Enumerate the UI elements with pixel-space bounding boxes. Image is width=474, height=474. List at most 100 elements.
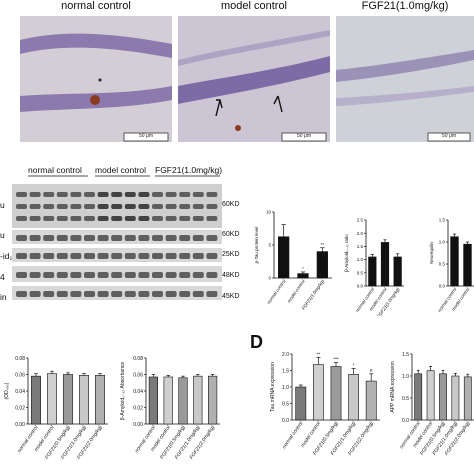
histology-image <box>178 16 330 142</box>
blot-band <box>70 272 82 278</box>
y-tick-label: 2.0 <box>282 352 289 358</box>
bar <box>208 375 218 425</box>
blot-band <box>29 204 41 209</box>
histology-image <box>336 16 474 142</box>
blot-band <box>43 235 55 241</box>
y-tick-label: 0.0 <box>402 418 409 424</box>
wb-kd-4: 48KD <box>222 272 240 279</box>
blot-band <box>152 235 163 241</box>
wb-label-2: u <box>0 230 5 240</box>
significance-mark: ** <box>317 351 321 357</box>
blot-band <box>97 253 109 259</box>
blot-band <box>16 291 27 297</box>
blot-band <box>70 253 82 259</box>
y-tick-label: 1.0 <box>439 240 446 245</box>
bar <box>368 256 377 287</box>
blot-band <box>29 253 41 259</box>
blot-band <box>192 291 204 297</box>
bar <box>463 376 472 421</box>
western-blot-image <box>12 184 222 300</box>
blot-band <box>124 291 136 297</box>
y-axis-label: (OD₄₉₀) <box>4 382 10 399</box>
bar <box>295 386 307 421</box>
blot-band <box>97 204 109 209</box>
y-tick-label: 1.0 <box>357 257 364 262</box>
bar <box>95 375 105 425</box>
blot-band <box>124 272 136 278</box>
blot-band <box>152 291 163 297</box>
significance-mark: * <box>353 363 355 369</box>
blot-band <box>84 192 95 197</box>
blot-band <box>138 216 150 221</box>
blot-band <box>192 192 204 197</box>
blot-band <box>206 204 218 209</box>
blot-band <box>192 253 204 259</box>
chart-elisa-tau: 0.000.020.040.060.08(OD₄₉₀)normal contro… <box>4 356 108 460</box>
blot-band <box>29 272 41 278</box>
y-axis-label: β-Amyloid₁₋₄₂ ratio <box>344 234 349 272</box>
blot-band <box>16 192 27 197</box>
blot-band <box>43 216 55 221</box>
bar <box>463 243 472 287</box>
blot-band <box>192 204 204 209</box>
y-tick-label: 0.06 <box>133 372 143 378</box>
chart-ptau: 0 5 10 p-Tau protein level normal control * mo… <box>254 210 332 311</box>
blot-band <box>111 291 123 297</box>
y-tick-label: 0.0 <box>439 284 446 289</box>
y-tick-label: 0.06 <box>15 372 25 378</box>
y-tick-label: 1.5 <box>282 368 289 374</box>
significance-mark: ** <box>321 242 325 247</box>
blot-band <box>43 204 55 209</box>
blot-band <box>179 272 191 278</box>
blot-band <box>56 216 68 221</box>
blot-band <box>138 253 150 259</box>
wb-header-model: model control <box>95 165 147 175</box>
blot-band <box>111 235 123 241</box>
blot-band <box>97 235 109 241</box>
histology-title: FGF21(1.0mg/kg) <box>361 0 449 12</box>
bar <box>426 370 435 421</box>
bar <box>414 373 423 421</box>
blot-band <box>179 235 191 241</box>
bar <box>163 376 173 425</box>
bar <box>316 251 328 279</box>
blot-band <box>84 216 95 221</box>
scale-bar: 50 μm <box>442 133 456 139</box>
wb-header-fgf21: FGF21(1.0mg/kg) <box>155 165 223 175</box>
blot-band <box>179 253 191 259</box>
y-tick-label: 0.02 <box>133 405 143 411</box>
blot-band <box>29 291 41 297</box>
y-tick-label: 1.0 <box>282 385 289 391</box>
y-tick-label: 0.5 <box>282 401 289 407</box>
blot-band <box>192 272 204 278</box>
blot-band <box>43 192 55 197</box>
bar <box>365 380 377 421</box>
y-tick-label: 0.00 <box>133 422 143 428</box>
blot-band <box>192 235 204 241</box>
y-tick-label: 0.08 <box>15 356 25 362</box>
blot-band <box>124 192 136 197</box>
bar <box>63 374 73 425</box>
scale-bar: 50 μm <box>139 133 153 139</box>
bar <box>450 236 459 287</box>
wb-kd-5: 45KD <box>222 293 240 300</box>
blot-band <box>84 204 95 209</box>
blot-band <box>124 204 136 209</box>
blot-band <box>138 291 150 297</box>
blot-band <box>43 272 55 278</box>
blot-band <box>70 216 82 221</box>
wb-kd-1: 60KD <box>222 201 240 208</box>
y-tick-label: 0.0 <box>282 418 289 424</box>
bar <box>439 373 447 421</box>
blot-band <box>179 204 191 209</box>
histology-title: normal control <box>61 0 131 12</box>
blot-band <box>179 216 191 221</box>
bar <box>393 256 402 287</box>
blot-band <box>97 272 109 278</box>
blot-band <box>43 291 55 297</box>
blot-band <box>206 253 218 259</box>
wb-label-5: in <box>0 292 7 302</box>
bar <box>278 236 290 279</box>
blot-band <box>138 235 150 241</box>
